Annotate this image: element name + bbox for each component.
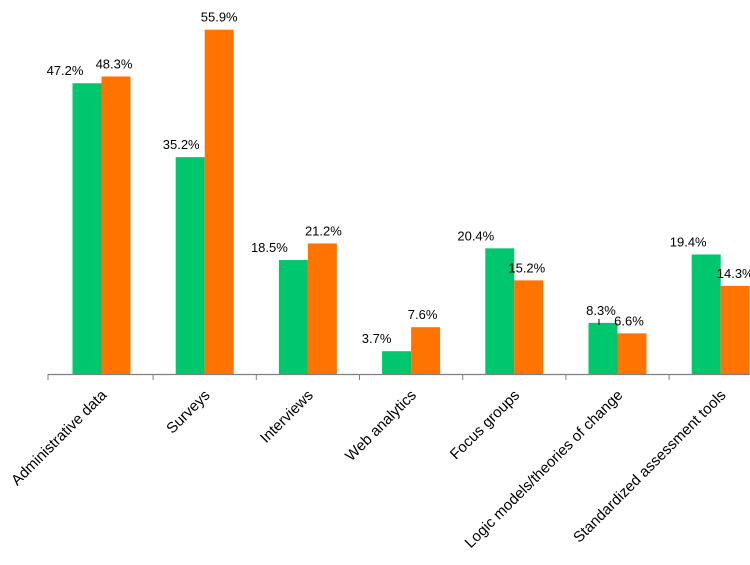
x-axis: [47, 373, 750, 380]
category-label-surveys: Surveys: [163, 387, 213, 437]
bar-web-analytics-series-2: [411, 327, 441, 374]
data-label-interviews-series-2: 21.2%: [305, 223, 342, 238]
data-label-logic-models-theories-of-change-series-1: 8.3%: [586, 303, 616, 318]
data-label-interviews-series-1: 18.5%: [251, 240, 288, 255]
bar-standardized-assessment-tools-series-2: [720, 285, 750, 374]
bar-focus-groups-series-1: [485, 248, 515, 374]
bar-surveys-series-2: [204, 29, 234, 374]
bar-focus-groups-series-2: [514, 280, 544, 374]
data-label-administrative-data-series-1: 47.2%: [47, 63, 84, 78]
data-label-standardized-assessment-tools-series-2: 14.3%: [717, 266, 750, 281]
data-label-administrative-data-series-2: 48.3%: [96, 56, 133, 71]
data-label-focus-groups-series-1: 20.4%: [457, 228, 494, 243]
data-label-logic-models-theories-of-change-series-2: 6.6%: [614, 313, 644, 328]
bar-interviews-series-2: [307, 243, 337, 374]
category-labels-layer: Administrative data Surveys Interviews Web …: [8, 386, 729, 551]
data-label-focus-groups-series-2: 15.2%: [508, 260, 545, 275]
bar-logic-models-theories-of-change-series-1: [588, 322, 618, 374]
bar-administrative-data-series-1: [72, 83, 102, 375]
data-label-surveys-series-2: 55.9%: [201, 10, 238, 25]
bars-layer: [72, 29, 750, 375]
data-label-surveys-series-1: 35.2%: [163, 137, 200, 152]
data-label-web-analytics-series-2: 7.6%: [408, 307, 438, 322]
bar-interviews-series-1: [278, 260, 308, 374]
bar-logic-models-theories-of-change-series-2: [617, 333, 647, 374]
bar-standardized-assessment-tools-series-1: [691, 254, 721, 374]
data-label-standardized-assessment-tools-series-1: 19.4%: [670, 234, 707, 249]
category-label-administrative-data: Administrative data: [8, 386, 111, 489]
category-label-web-analytics: Web analytics: [342, 387, 420, 465]
bar-surveys-series-1: [175, 157, 205, 374]
bar-web-analytics-series-1: [382, 351, 412, 374]
bar-administrative-data-series-2: [101, 76, 131, 375]
data-labels-layer: 47.2% 48.3% 35.2% 55.9% 18.5% 21.2% 3.7% 7.6% 20…: [47, 10, 750, 347]
category-label-focus-groups: Focus groups: [447, 387, 523, 463]
category-label-interviews: Interviews: [257, 387, 317, 447]
data-label-web-analytics-series-1: 3.7%: [362, 331, 392, 346]
